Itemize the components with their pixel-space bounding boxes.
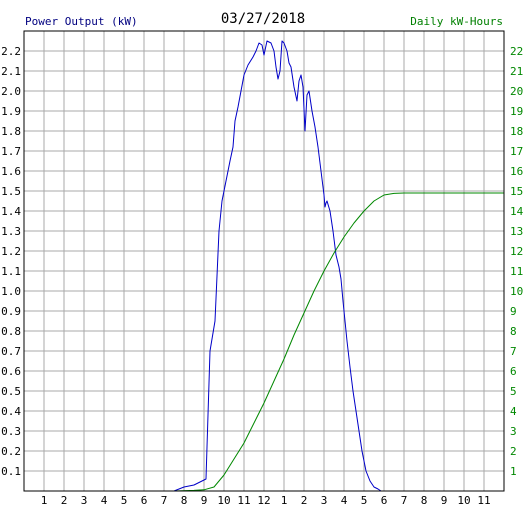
left-tick-label: 0.3 — [1, 425, 21, 438]
right-tick-label: 4 — [510, 405, 517, 418]
x-tick-label: 9 — [441, 494, 448, 507]
left-tick-label: 1.2 — [1, 245, 21, 258]
right-tick-label: 11 — [510, 265, 523, 278]
left-tick-labels: 0.1 0.2 0.3 0.4 0.5 0.6 0.7 0.8 0.9 1.0 1.1 1.2 1.3 1… — [1, 45, 21, 478]
right-tick-label: 18 — [510, 125, 523, 138]
left-tick-label: 1.0 — [1, 285, 21, 298]
x-tick-label: 8 — [181, 494, 188, 507]
x-tick-labels: 1 2 3 4 5 6 7 8 9 10 11 12 1 2 3 4 5 6 7 8 9 10 11 — [41, 494, 491, 507]
right-tick-label: 8 — [510, 325, 517, 338]
x-tick-label: 9 — [201, 494, 208, 507]
left-tick-label: 1.4 — [1, 205, 21, 218]
chart-title: 03/27/2018 — [221, 11, 305, 27]
left-tick-label: 0.8 — [1, 325, 21, 338]
right-tick-label: 16 — [510, 165, 523, 178]
x-tick-label: 6 — [381, 494, 388, 507]
right-tick-label: 19 — [510, 105, 523, 118]
x-tick-label: 2 — [61, 494, 68, 507]
right-tick-label: 21 — [510, 65, 523, 78]
left-tick-label: 1.6 — [1, 165, 21, 178]
x-tick-label: 1 — [41, 494, 48, 507]
left-tick-label: 2.1 — [1, 65, 21, 78]
x-tick-label: 5 — [361, 494, 368, 507]
left-tick-label: 2.0 — [1, 85, 21, 98]
x-tick-label: 8 — [421, 494, 428, 507]
x-tick-label: 3 — [81, 494, 88, 507]
right-tick-label: 7 — [510, 345, 517, 358]
left-tick-label: 1.8 — [1, 125, 21, 138]
right-tick-label: 6 — [510, 365, 517, 378]
left-tick-label: 0.2 — [1, 445, 21, 458]
energy-series-line — [173, 192, 504, 492]
x-tick-label: 11 — [477, 494, 490, 507]
right-tick-label: 20 — [510, 85, 523, 98]
left-axis-label: Power Output (kW) — [25, 15, 138, 28]
right-axis-label: Daily kW-Hours — [410, 15, 503, 28]
left-tick-label: 0.4 — [1, 405, 21, 418]
x-tick-label: 4 — [341, 494, 348, 507]
left-tick-label: 1.7 — [1, 145, 21, 158]
right-tick-label: 9 — [510, 305, 517, 318]
right-tick-label: 13 — [510, 225, 523, 238]
left-tick-label: 1.5 — [1, 185, 21, 198]
x-tick-label: 11 — [237, 494, 250, 507]
left-tick-label: 0.7 — [1, 345, 21, 358]
left-tick-label: 0.1 — [1, 465, 21, 478]
power-series-line — [173, 40, 414, 492]
left-tick-label: 1.3 — [1, 225, 21, 238]
series-group — [173, 40, 504, 492]
right-tick-label: 2 — [510, 445, 517, 458]
left-tick-label: 2.2 — [1, 45, 21, 58]
left-tick-label: 0.9 — [1, 305, 21, 318]
left-tick-label: 1.9 — [1, 105, 21, 118]
grid — [24, 31, 504, 491]
right-tick-label: 3 — [510, 425, 517, 438]
right-tick-label: 15 — [510, 185, 523, 198]
right-tick-label: 5 — [510, 385, 517, 398]
x-tick-label: 7 — [161, 494, 168, 507]
x-tick-label: 6 — [141, 494, 148, 507]
x-tick-label: 4 — [101, 494, 108, 507]
x-tick-label: 10 — [457, 494, 470, 507]
right-tick-label: 1 — [510, 465, 517, 478]
x-tick-label: 7 — [401, 494, 408, 507]
right-tick-label: 17 — [510, 145, 523, 158]
left-tick-label: 1.1 — [1, 265, 21, 278]
right-tick-label: 12 — [510, 245, 523, 258]
right-tick-label: 14 — [510, 205, 524, 218]
left-tick-label: 0.5 — [1, 385, 21, 398]
right-tick-label: 10 — [510, 285, 523, 298]
left-tick-label: 0.6 — [1, 365, 21, 378]
right-tick-label: 22 — [510, 45, 523, 58]
x-tick-label: 3 — [321, 494, 328, 507]
x-tick-label: 12 — [257, 494, 270, 507]
x-tick-label: 5 — [121, 494, 128, 507]
plot-frame — [23, 30, 505, 492]
x-tick-label: 10 — [217, 494, 230, 507]
x-tick-label: 2 — [301, 494, 308, 507]
x-tick-label: 1 — [281, 494, 288, 507]
